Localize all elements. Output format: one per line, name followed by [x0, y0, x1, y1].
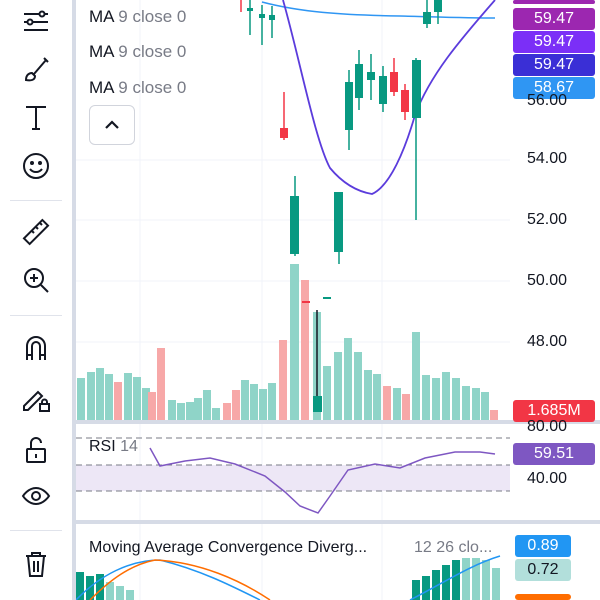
price-axis-label: 50.00	[527, 272, 568, 289]
toolbar-separator	[10, 530, 62, 531]
text-icon[interactable]	[14, 98, 58, 138]
price-badge-ma2: 59.47	[513, 31, 595, 53]
toolbar-separator	[10, 200, 62, 201]
ma-line-blue	[261, 1, 496, 19]
rsi-axis-label: 80.00	[527, 418, 568, 435]
chevron-up-icon	[105, 120, 119, 129]
price-badge-clipped	[513, 0, 595, 4]
zoom-in-icon[interactable]	[14, 260, 58, 300]
drawing-toolbar	[0, 0, 72, 600]
trash-icon[interactable]	[14, 544, 58, 584]
candles	[240, 0, 442, 412]
rsi-line	[149, 447, 496, 514]
rsi-axis-label: 40.00	[527, 470, 568, 487]
macd-value-badge: 0.89	[515, 535, 571, 557]
volume-badge: 1.685M	[513, 400, 595, 422]
toolbar-divider[interactable]	[72, 0, 76, 600]
eye-icon[interactable]	[14, 476, 58, 516]
histogram-value-badge	[515, 594, 571, 600]
brush-icon[interactable]	[14, 50, 58, 90]
price-badge-ma4: 58.67	[513, 77, 595, 99]
macd-legend[interactable]: Moving Average Convergence Diverg...	[89, 539, 368, 556]
trend-line-icon[interactable]	[14, 2, 58, 42]
collapse-legend-button[interactable]	[89, 105, 135, 145]
price-axis-label: 56.00	[527, 92, 568, 109]
signal-value-badge: 0.72	[515, 559, 571, 581]
emoji-icon[interactable]	[14, 146, 58, 186]
toolbar-separator	[10, 315, 62, 316]
price-axis-label: 52.00	[527, 211, 568, 228]
price-axis-label: 54.00	[527, 150, 568, 167]
macd-line-right	[409, 555, 501, 600]
rsi-legend[interactable]: RSI 14	[89, 438, 138, 455]
magnet-icon[interactable]	[14, 328, 58, 368]
ma-legend-3[interactable]: MA 9 close 0	[89, 78, 187, 97]
ruler-icon[interactable]	[14, 212, 58, 252]
price-badge-ma3: 59.47	[513, 54, 595, 76]
pencil-lock-icon[interactable]	[14, 380, 58, 420]
rsi-value-badge: 59.51	[513, 443, 595, 465]
ma-legend-1[interactable]: MA 9 close 0	[89, 7, 187, 26]
ma-line-purple	[282, 0, 496, 195]
ma-legend-2[interactable]: MA 9 close 0	[89, 42, 187, 61]
unlock-icon[interactable]	[14, 430, 58, 470]
signal-line	[89, 559, 271, 600]
macd-params: 12 26 clo...	[414, 539, 493, 556]
price-axis-label: 48.00	[527, 333, 568, 350]
macd-histogram	[76, 558, 500, 600]
price-chart[interactable]	[76, 0, 600, 600]
price-badge-ma1: 59.47	[513, 8, 595, 30]
